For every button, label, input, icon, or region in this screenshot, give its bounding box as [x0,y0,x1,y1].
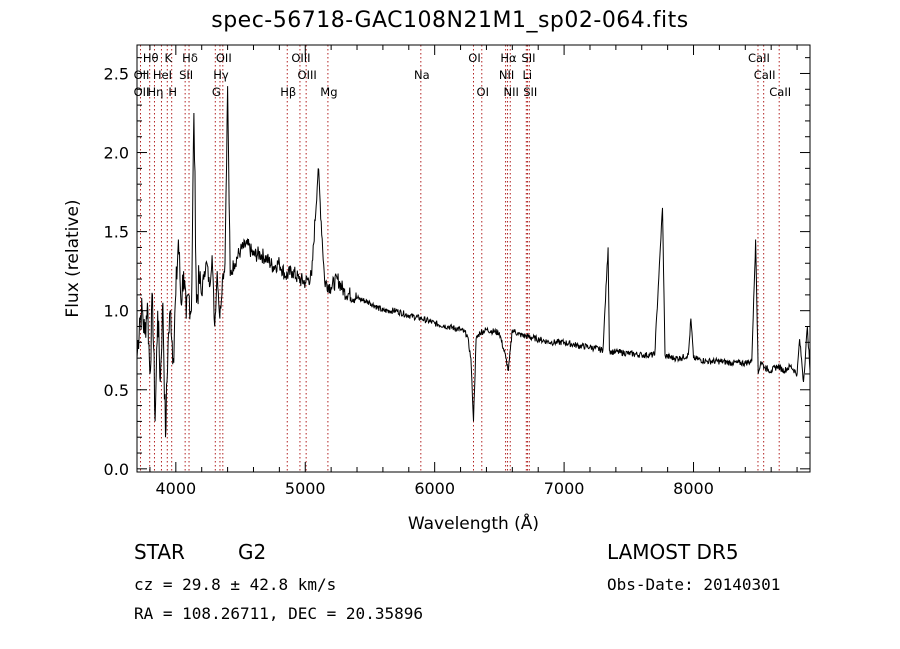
spectral-class: G2 [238,540,267,564]
chart-title: spec-56718-GAC108N21M1_sp02-064.fits [211,8,689,33]
object-type: STAR [134,540,185,564]
marker-label-23: OI [477,85,489,99]
marker-label-2: Hδ [182,51,198,65]
redshift-value: cz = 29.8 ± 42.8 km/s [134,575,337,594]
marker-label-3: OII [216,51,232,65]
y-tick-label-1.0: 1.0 [104,302,129,321]
marker-label-8: CaII [748,51,770,65]
marker-label-25: SII [523,85,537,99]
marker-label-20: G [212,85,221,99]
marker-label-19: H [168,85,177,99]
marker-label-6: Hα [500,51,517,65]
obs-date: Obs-Date: 20140301 [607,575,781,594]
marker-label-9: OII [134,68,150,82]
y-axis-label: Flux (relative) [63,199,83,317]
x-tick-label-7000: 7000 [544,479,585,498]
coordinates: RA = 108.26711, DEC = 20.35896 [134,604,423,623]
y-tick-label-2.5: 2.5 [104,64,129,83]
marker-label-1: K [165,51,173,65]
marker-label-16: CaII [754,68,776,82]
marker-label-22: Mg [320,85,337,99]
y-tick-label-2.0: 2.0 [104,144,129,163]
marker-label-13: OIII [298,68,317,82]
y-tick-label-1.5: 1.5 [104,223,129,242]
x-tick-label-5000: 5000 [285,479,326,498]
marker-label-12: Hγ [213,68,229,82]
marker-label-21: Hβ [280,85,296,99]
y-tick-label-0.0: 0.0 [104,460,129,479]
marker-label-11: SII [179,68,193,82]
marker-label-26: CaII [769,85,791,99]
marker-label-17: OII [134,85,150,99]
marker-label-7: SII [521,51,535,65]
marker-label-0: Hθ [143,51,159,65]
x-tick-label-8000: 8000 [673,479,714,498]
plot-frame [136,44,811,473]
survey-name: LAMOST DR5 [607,540,739,564]
marker-label-18: Hη [148,85,164,99]
x-tick-label-6000: 6000 [414,479,455,498]
spectrum-line [136,86,811,438]
marker-label-4: OIII [291,51,310,65]
marker-label-14: NII [499,68,514,82]
marker-label-24: NII [504,85,519,99]
marker-label-10: HeI [153,68,172,82]
marker-label-27: Na [414,68,430,82]
marker-label-5: OI [468,51,480,65]
x-axis-label: Wavelength (Å) [408,512,539,534]
x-tick-label-4000: 4000 [155,479,196,498]
y-tick-label-0.5: 0.5 [104,381,129,400]
marker-label-15: Li [522,68,532,82]
